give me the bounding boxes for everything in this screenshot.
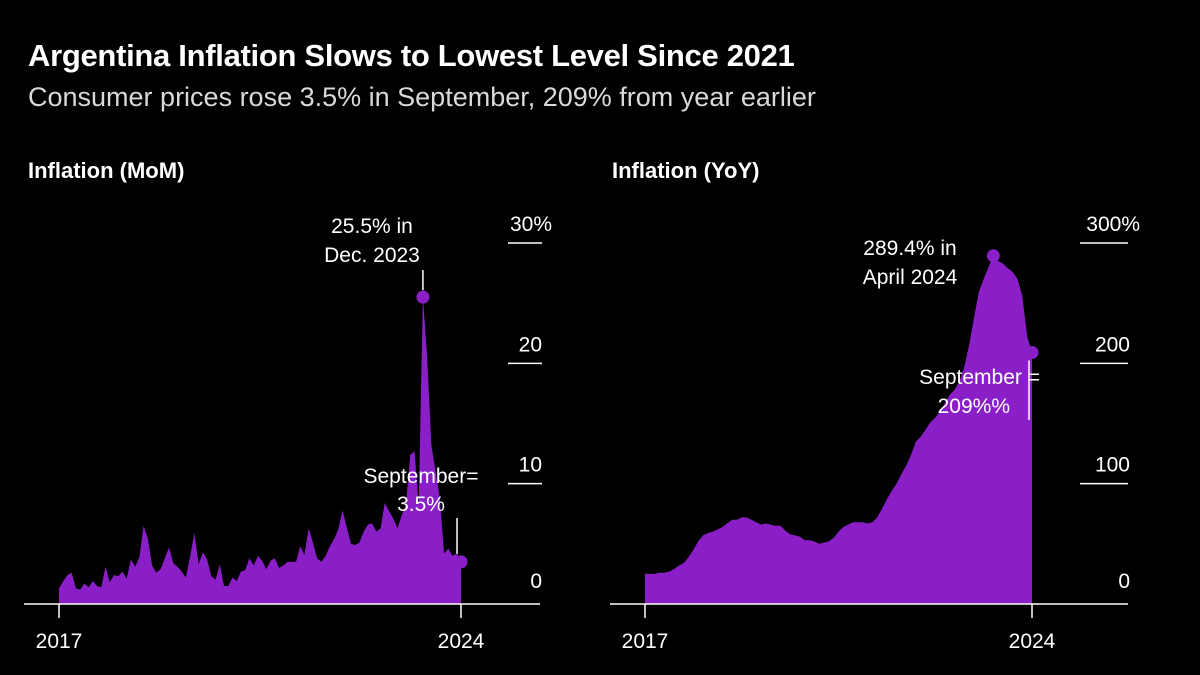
y-tick-label: 200	[1095, 333, 1130, 356]
latest-annotation-line2: 3.5%	[397, 493, 445, 516]
latest-marker	[1025, 346, 1039, 360]
y-tick-label: 30%	[510, 213, 552, 236]
y-tick-label: 0	[530, 570, 542, 593]
x-tick-label: 2017	[622, 630, 669, 653]
chart-subtitle: Consumer prices rose 3.5% in September, …	[28, 82, 816, 112]
yoy-panel-title: Inflation (YoY)	[612, 158, 760, 183]
latest-marker	[454, 555, 468, 569]
mom-chart: 2017 2024 0 10 20 30% 25.5% in Dec. 2023 Septemb…	[24, 213, 552, 653]
x-tick-label: 2024	[438, 630, 485, 653]
area-series	[59, 297, 461, 604]
y-tick-label: 100	[1095, 454, 1130, 477]
yoy-chart: 2017 2024 0 100 200 300% 289.4% in April 2024 Se…	[610, 213, 1140, 653]
y-tick-label: 20	[519, 333, 542, 356]
peak-annotation-line1: 289.4% in	[863, 237, 956, 260]
x-tick-label: 2024	[1009, 630, 1056, 653]
x-tick-label: 2017	[36, 630, 83, 653]
y-tick-label: 0	[1118, 570, 1130, 593]
peak-annotation-line2: April 2024	[863, 266, 958, 289]
chart-title: Argentina Inflation Slows to Lowest Leve…	[28, 38, 795, 73]
area-series	[645, 255, 1032, 605]
peak-marker	[986, 249, 1000, 263]
latest-annotation-line1: September=	[364, 465, 479, 488]
latest-annotation-line1: September =	[919, 366, 1040, 389]
y-tick-label: 10	[519, 454, 542, 477]
latest-annotation-line2: 209%%	[938, 395, 1010, 418]
y-tick-label: 300%	[1086, 213, 1140, 236]
peak-marker	[416, 290, 430, 304]
peak-annotation-line1: 25.5% in	[331, 215, 413, 238]
peak-annotation-line2: Dec. 2023	[324, 244, 420, 267]
mom-panel-title: Inflation (MoM)	[28, 158, 185, 183]
